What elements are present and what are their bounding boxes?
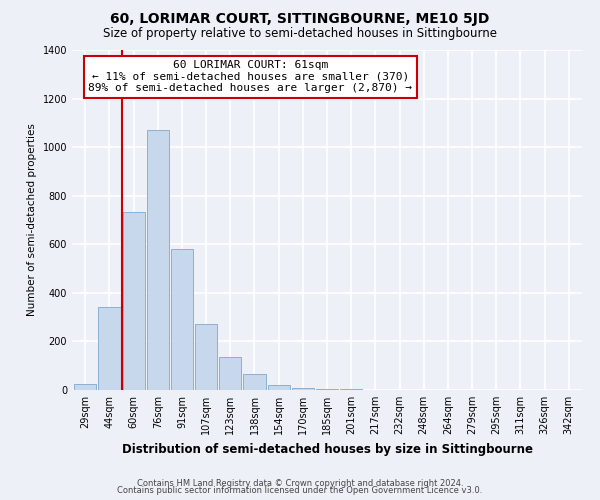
Bar — [195, 324, 217, 390]
Bar — [98, 308, 121, 390]
Text: Size of property relative to semi-detached houses in Sittingbourne: Size of property relative to semi-detach… — [103, 28, 497, 40]
Text: Contains public sector information licensed under the Open Government Licence v3: Contains public sector information licen… — [118, 486, 482, 495]
Bar — [171, 249, 193, 390]
Bar — [292, 388, 314, 390]
Bar — [74, 384, 97, 390]
Bar — [244, 374, 266, 390]
Bar — [340, 389, 362, 390]
Bar — [268, 385, 290, 390]
Bar — [146, 130, 169, 390]
Bar — [219, 357, 241, 390]
Bar — [122, 212, 145, 390]
Text: 60 LORIMAR COURT: 61sqm
← 11% of semi-detached houses are smaller (370)
89% of s: 60 LORIMAR COURT: 61sqm ← 11% of semi-de… — [89, 60, 413, 94]
Bar — [316, 389, 338, 390]
Text: Contains HM Land Registry data © Crown copyright and database right 2024.: Contains HM Land Registry data © Crown c… — [137, 478, 463, 488]
X-axis label: Distribution of semi-detached houses by size in Sittingbourne: Distribution of semi-detached houses by … — [121, 442, 533, 456]
Y-axis label: Number of semi-detached properties: Number of semi-detached properties — [27, 124, 37, 316]
Text: 60, LORIMAR COURT, SITTINGBOURNE, ME10 5JD: 60, LORIMAR COURT, SITTINGBOURNE, ME10 5… — [110, 12, 490, 26]
